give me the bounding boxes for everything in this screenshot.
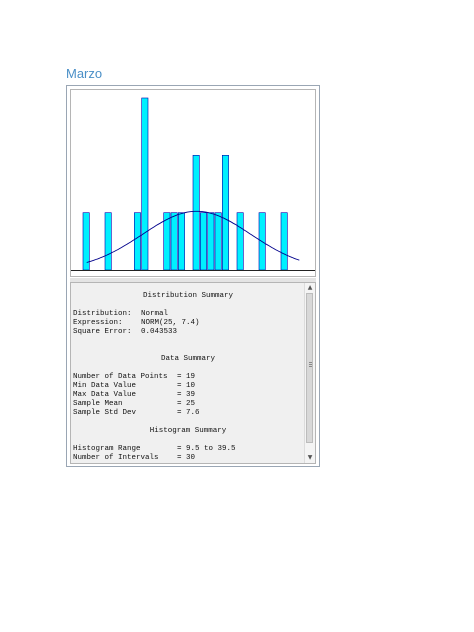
histogram-bar-29 xyxy=(222,155,229,271)
square-error-value: 0.043533 xyxy=(141,328,178,336)
section-heading: Marzo xyxy=(66,66,103,81)
distribution-label: Distribution: xyxy=(73,310,132,318)
histogram-bar-22 xyxy=(170,212,178,271)
histogram-bar-31 xyxy=(236,212,244,271)
distribution-value: Normal xyxy=(141,310,169,318)
summary-report-text: Distribution Summary Distribution: Normal… xyxy=(73,283,303,463)
max-value-label: Max Data Value xyxy=(73,391,137,399)
histogram-bar-27 xyxy=(207,212,215,271)
square-error-label: Square Error: xyxy=(73,328,132,336)
input-analyzer-window: Distribution Summary Distribution: Normal… xyxy=(66,85,320,467)
intervals-value: = 30 xyxy=(177,454,196,462)
distribution-summary-title: Distribution Summary xyxy=(142,292,233,300)
histogram-bar-37 xyxy=(280,212,288,271)
histogram-summary-title: Histogram Summary xyxy=(149,427,227,435)
histogram-bar-23 xyxy=(178,212,185,271)
histogram-bar-13 xyxy=(104,212,112,271)
histogram-bar-18 xyxy=(141,97,149,271)
scroll-thumb[interactable] xyxy=(306,293,313,443)
intervals-label: Number of Intervals xyxy=(73,454,159,462)
histogram-panel xyxy=(70,89,316,277)
sample-mean-value: = 25 xyxy=(177,400,196,408)
fitted-normal-curve xyxy=(86,210,300,263)
sample-mean-label: Sample Mean xyxy=(73,400,123,408)
histogram-chart xyxy=(71,97,315,271)
scroll-up-arrow-icon[interactable]: ▲ xyxy=(307,284,313,291)
sample-std-dev-label: Sample Std Dev xyxy=(73,409,137,417)
histogram-range-value: = 9.5 to 39.5 xyxy=(177,445,236,453)
data-points-label: Number of Data Points xyxy=(73,373,168,381)
histogram-range-label: Histogram Range xyxy=(73,445,141,453)
histogram-bar-28 xyxy=(214,212,222,271)
data-summary-title: Data Summary xyxy=(160,355,215,363)
sample-std-dev-value: = 7.6 xyxy=(177,409,200,417)
histogram-bar-21 xyxy=(163,212,171,271)
histogram-bar-25 xyxy=(192,155,200,271)
expression-label: Expression: xyxy=(73,319,123,327)
histogram-bar-26 xyxy=(200,212,207,271)
max-value-value: = 39 xyxy=(177,391,196,399)
summary-report-panel[interactable]: Distribution Summary Distribution: Normal… xyxy=(70,282,316,464)
expression-value: NORM(25, 7.4) xyxy=(141,319,200,327)
histogram-bar-17 xyxy=(133,212,141,271)
scroll-down-arrow-icon[interactable]: ▼ xyxy=(307,454,313,461)
histogram-bar-10 xyxy=(82,212,90,271)
min-value-label: Min Data Value xyxy=(73,382,137,390)
data-points-value: = 19 xyxy=(177,373,196,381)
report-scrollbar[interactable]: ▲ ▼ xyxy=(304,283,315,463)
panel-splitter[interactable] xyxy=(70,278,316,282)
min-value-value: = 10 xyxy=(177,382,196,390)
